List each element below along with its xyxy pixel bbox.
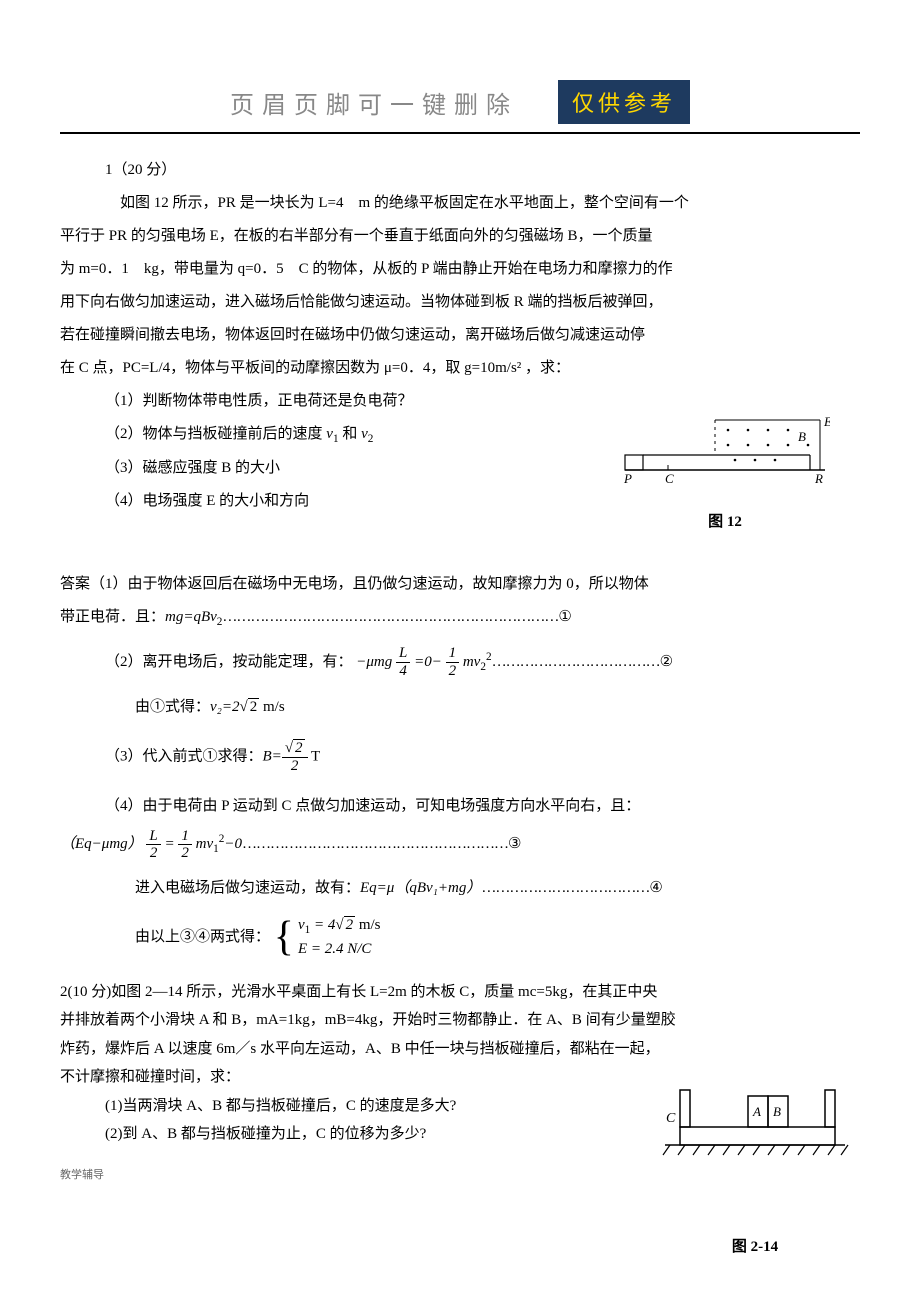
figure-2-14-caption: 图 2-14 bbox=[660, 1231, 850, 1264]
header-badge: 仅供参考 bbox=[558, 80, 690, 124]
svg-text:B: B bbox=[773, 1104, 781, 1119]
v2-lead: 由①式得： bbox=[135, 699, 210, 715]
a2-t2: =0− bbox=[414, 654, 442, 670]
answer1-part3: （3）代入前式①求得：B=22 T bbox=[60, 740, 860, 774]
frac-1d: 1 bbox=[178, 828, 192, 846]
sys-l2: E = 2.4 N/C bbox=[298, 939, 381, 960]
eq3-eq: = bbox=[165, 836, 175, 852]
sys-l1c: m/s bbox=[355, 917, 380, 933]
answer1-part4a: （4）由于电荷由 P 运动到 C 点做匀加速运动，可知电场强度方向水平向右，且： bbox=[60, 790, 860, 823]
dots4: ………………………………④ bbox=[481, 880, 661, 896]
problem2-l1: 2(10 分)如图 2—14 所示，光滑水平桌面上有长 L=2m 的木板 C，质… bbox=[60, 978, 860, 1007]
eq3-pre: （Eq−μmg） bbox=[60, 836, 143, 852]
problem1-score: 1（20 分） bbox=[60, 154, 860, 187]
v2-eq: v₂=2 bbox=[210, 699, 240, 715]
eq4-eq: Eq=μ（qBv₁+mg） bbox=[360, 880, 481, 896]
problem1-line6: 在 C 点，PC=L/4，物体与平板间的动摩擦因数为 μ=0．4，取 g=10m… bbox=[60, 352, 860, 385]
sqrt2b: 2 bbox=[293, 739, 305, 756]
answer1-v2: 由①式得：v₂=2 2 m/s bbox=[60, 691, 860, 724]
sqrt2a: 2 bbox=[248, 698, 260, 715]
eq4-lead: 进入电磁场后做匀速运动，故有： bbox=[135, 880, 360, 896]
figure-12-caption: 图 12 bbox=[620, 506, 830, 539]
figure-12: E B P C R 图 12 bbox=[620, 415, 830, 539]
answer1-eq4: 进入电磁场后做匀速运动，故有：Eq=μ（qBv₁+mg）………………………………… bbox=[60, 872, 860, 905]
dots3: …………………………………………………③ bbox=[242, 836, 520, 852]
svg-text:B: B bbox=[798, 429, 806, 444]
svg-text:A: A bbox=[752, 1104, 761, 1119]
sys-lead: 由以上③④两式得： bbox=[135, 929, 270, 945]
a3-Beq: B= bbox=[263, 749, 282, 765]
svg-text:P: P bbox=[623, 471, 632, 485]
frac-4: 4 bbox=[396, 663, 410, 680]
eq3-m0: −0 bbox=[224, 836, 242, 852]
header-rule bbox=[60, 132, 860, 134]
problem1-line3: 为 m=0．1 kg，带电量为 q=0．5 C 的物体，从板的 P 端由静止开始… bbox=[60, 253, 860, 286]
a2-lead: （2）离开电场后，按动能定理，有： bbox=[105, 654, 353, 670]
a3-unit: T bbox=[308, 749, 321, 765]
eq3-mv: mv bbox=[196, 836, 214, 852]
problem2-l2: 并排放着两个小滑块 A 和 B，mA=1kg，mB=4kg，开始时三物都静止．在… bbox=[60, 1006, 860, 1035]
answer1-l2a: 带正电荷．且： bbox=[60, 609, 165, 625]
answer1-system: 由以上③④两式得： { v1 = 42 m/s E = 2.4 N/C bbox=[60, 915, 860, 960]
svg-text:R: R bbox=[814, 471, 823, 485]
dots1: ………………………………………………………………① bbox=[222, 609, 570, 625]
answer1-eq1: mg=qBv bbox=[165, 609, 217, 625]
problem1-q1: （1）判断物体带电性质，正电荷还是负电荷？ bbox=[60, 385, 860, 418]
answer1-line1: 答案（1）由于物体返回后在磁场中无电场，且仍做匀速运动，故知摩擦力为 0，所以物… bbox=[60, 568, 860, 601]
page-header: 页眉页脚可一键删除 仅供参考 bbox=[60, 80, 860, 124]
sys-l1b: = 4 bbox=[310, 917, 335, 933]
svg-text:C: C bbox=[665, 471, 674, 485]
frac-Lc: L bbox=[146, 828, 160, 846]
problem1-line1: 如图 12 所示，PR 是一块长为 L=4 m 的绝缘平板固定在水平地面上，整个… bbox=[60, 187, 860, 220]
frac-2b: 2 bbox=[282, 758, 308, 775]
answer1-eq3: （Eq−μmg） L2 = 12 mv12−0……………………………………………… bbox=[60, 827, 860, 862]
svg-text:E: E bbox=[823, 415, 830, 429]
problem2-l3: 炸药，爆炸后 A 以速度 6m／s 水平向左运动，A、B 中任一块与挡板碰撞后，… bbox=[60, 1035, 860, 1064]
frac-1a: 1 bbox=[446, 645, 460, 663]
a2-mv: mv bbox=[463, 654, 481, 670]
a2-t1: −μmg bbox=[356, 654, 392, 670]
a3-lead: （3）代入前式①求得： bbox=[105, 749, 263, 765]
frac-2c: 2 bbox=[146, 845, 160, 862]
problem1-line5: 若在碰撞瞬间撤去电场，物体返回时在磁场中仍做匀速运动，离开磁场后做匀减速运动停 bbox=[60, 319, 860, 352]
frac-2a: 2 bbox=[446, 663, 460, 680]
answer1-line2: 带正电荷．且：mg=qBv2………………………………………………………………① bbox=[60, 601, 860, 635]
problem1-line2: 平行于 PR 的匀强电场 E，在板的右半部分有一个垂直于纸面向外的匀强磁场 B，… bbox=[60, 220, 860, 253]
figure-2-14-svg: C A B bbox=[660, 1082, 850, 1162]
figure-12-svg: E B P C R bbox=[620, 415, 830, 485]
svg-text:C: C bbox=[666, 1111, 676, 1126]
frac-L: L bbox=[396, 645, 410, 663]
document-body: 1（20 分） 如图 12 所示，PR 是一块长为 L=4 m 的绝缘平板固定在… bbox=[60, 154, 860, 1192]
q2-text-b: 和 bbox=[339, 426, 362, 442]
sqrt2c: 2 bbox=[344, 916, 356, 933]
q2-text-a: （2）物体与挡板碰撞前后的速度 bbox=[105, 426, 326, 442]
problem1-line4: 用下向右做匀加速运动，进入磁场后恰能做匀速运动。当物体碰到板 R 端的挡板后被弹… bbox=[60, 286, 860, 319]
figure-2-14: C A B 图 2-14 bbox=[660, 1082, 850, 1264]
sys-l1a: v bbox=[298, 917, 305, 933]
v2-unit: m/s bbox=[259, 699, 284, 715]
frac-2d: 2 bbox=[178, 845, 192, 862]
header-title: 页眉页脚可一键删除 bbox=[230, 85, 518, 120]
dots2: ………………………………② bbox=[492, 654, 672, 670]
answer1-part2: （2）离开电场后，按动能定理，有： −μmg L4 =0− 12 mv22………… bbox=[60, 645, 860, 680]
